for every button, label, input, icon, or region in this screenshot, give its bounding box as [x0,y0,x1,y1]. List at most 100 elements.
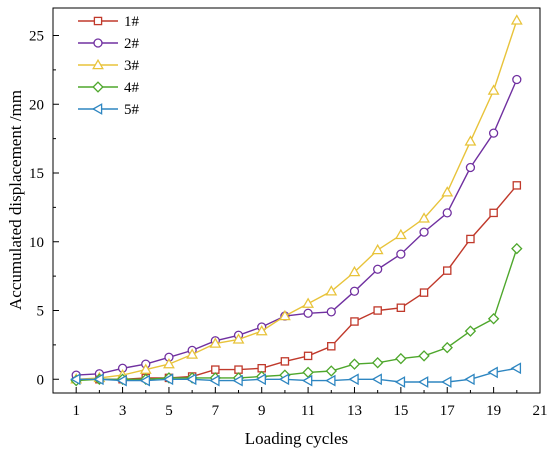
plot-frame [52,7,541,394]
data-point [348,358,361,370]
data-point [488,128,499,138]
y-tick-label: 5 [37,304,45,320]
data-point [234,365,243,374]
data-point [419,227,429,237]
y-axis-ticks: 0 5 10 15 20 25 [29,29,59,388]
data-point [325,285,338,296]
data-point [232,374,243,387]
data-point [510,14,523,25]
data-point [350,317,359,326]
series-layer [70,14,523,388]
data-point [441,376,452,388]
legend-item: 5# [78,102,140,118]
legend-label: 3# [124,58,140,74]
series-2# [71,74,522,380]
legend-label: 4# [124,80,140,96]
data-point [255,325,268,336]
data-point [348,373,359,386]
data-point [394,376,406,388]
x-tick-label: 1 [72,403,80,419]
y-tick-label: 20 [29,97,44,113]
series-5# [70,362,522,388]
y-tick-label: 0 [37,372,45,388]
data-point [209,337,222,348]
legend-marker [92,81,104,93]
data-point [394,228,407,240]
data-point [442,208,452,218]
data-point [278,373,290,386]
data-point [371,357,384,369]
data-point [419,288,429,297]
data-point [278,309,291,321]
data-point [326,307,336,317]
y-tick-label: 15 [29,166,44,182]
data-point [464,373,475,386]
legend-label: 5# [124,102,140,118]
legend-item: 1# [78,14,140,30]
legend-marker [93,16,103,26]
x-tick-label: 7 [212,403,220,419]
x-tick-label: 21 [533,403,548,419]
data-point [465,162,476,173]
x-tick-label: 9 [258,403,266,419]
x-tick-label: 11 [301,403,315,419]
x-tick-label: 15 [393,403,408,419]
legend-item: 2# [78,36,140,52]
data-point [211,365,220,374]
series-line [76,20,518,380]
legend-marker [92,58,104,70]
data-point [255,373,266,386]
data-point [417,376,429,388]
legend: 1# 2# 3# 4# 5# [78,14,140,118]
data-point [303,308,313,318]
data-point [348,265,361,277]
data-point [441,341,453,354]
x-axis-label: Loading cycles [245,429,348,448]
legend-label: 2# [124,36,140,52]
data-point [466,234,475,244]
data-point [396,249,406,259]
data-point [186,348,199,359]
data-point [510,362,522,375]
series-line [76,79,518,376]
data-point [373,264,383,274]
data-point [162,373,174,386]
data-point [487,313,500,325]
data-point [325,365,338,377]
data-point [371,373,382,386]
x-tick-label: 3 [119,403,127,419]
data-point [395,352,407,365]
data-point [442,266,452,275]
data-point [209,374,220,387]
data-point [186,373,197,386]
data-point [280,357,290,366]
legend-item: 3# [78,58,140,74]
data-point [373,306,382,315]
data-point [418,350,430,362]
data-point [116,374,127,387]
y-tick-label: 25 [29,29,44,45]
data-point [511,242,523,255]
data-point [139,374,151,387]
y-axis-label: Accumulated displacement /mm [6,90,25,310]
legend-marker [91,103,103,115]
legend-marker [93,38,103,48]
x-tick-label: 17 [440,403,456,419]
data-point [349,286,360,296]
series-1# [71,181,522,384]
data-point [325,374,336,387]
data-point [512,74,522,85]
x-tick-label: 5 [165,403,173,419]
data-point [441,186,454,197]
data-point [257,363,266,373]
data-point [487,366,498,379]
data-point [163,358,175,369]
data-point [371,243,384,255]
data-point [302,297,315,308]
data-point [487,84,500,95]
data-point [512,181,522,190]
y-tick-label: 10 [29,235,44,251]
data-point [327,341,336,351]
x-axis-ticks: 1 3 5 7 9 11 13 15 17 19 21 [72,387,548,419]
